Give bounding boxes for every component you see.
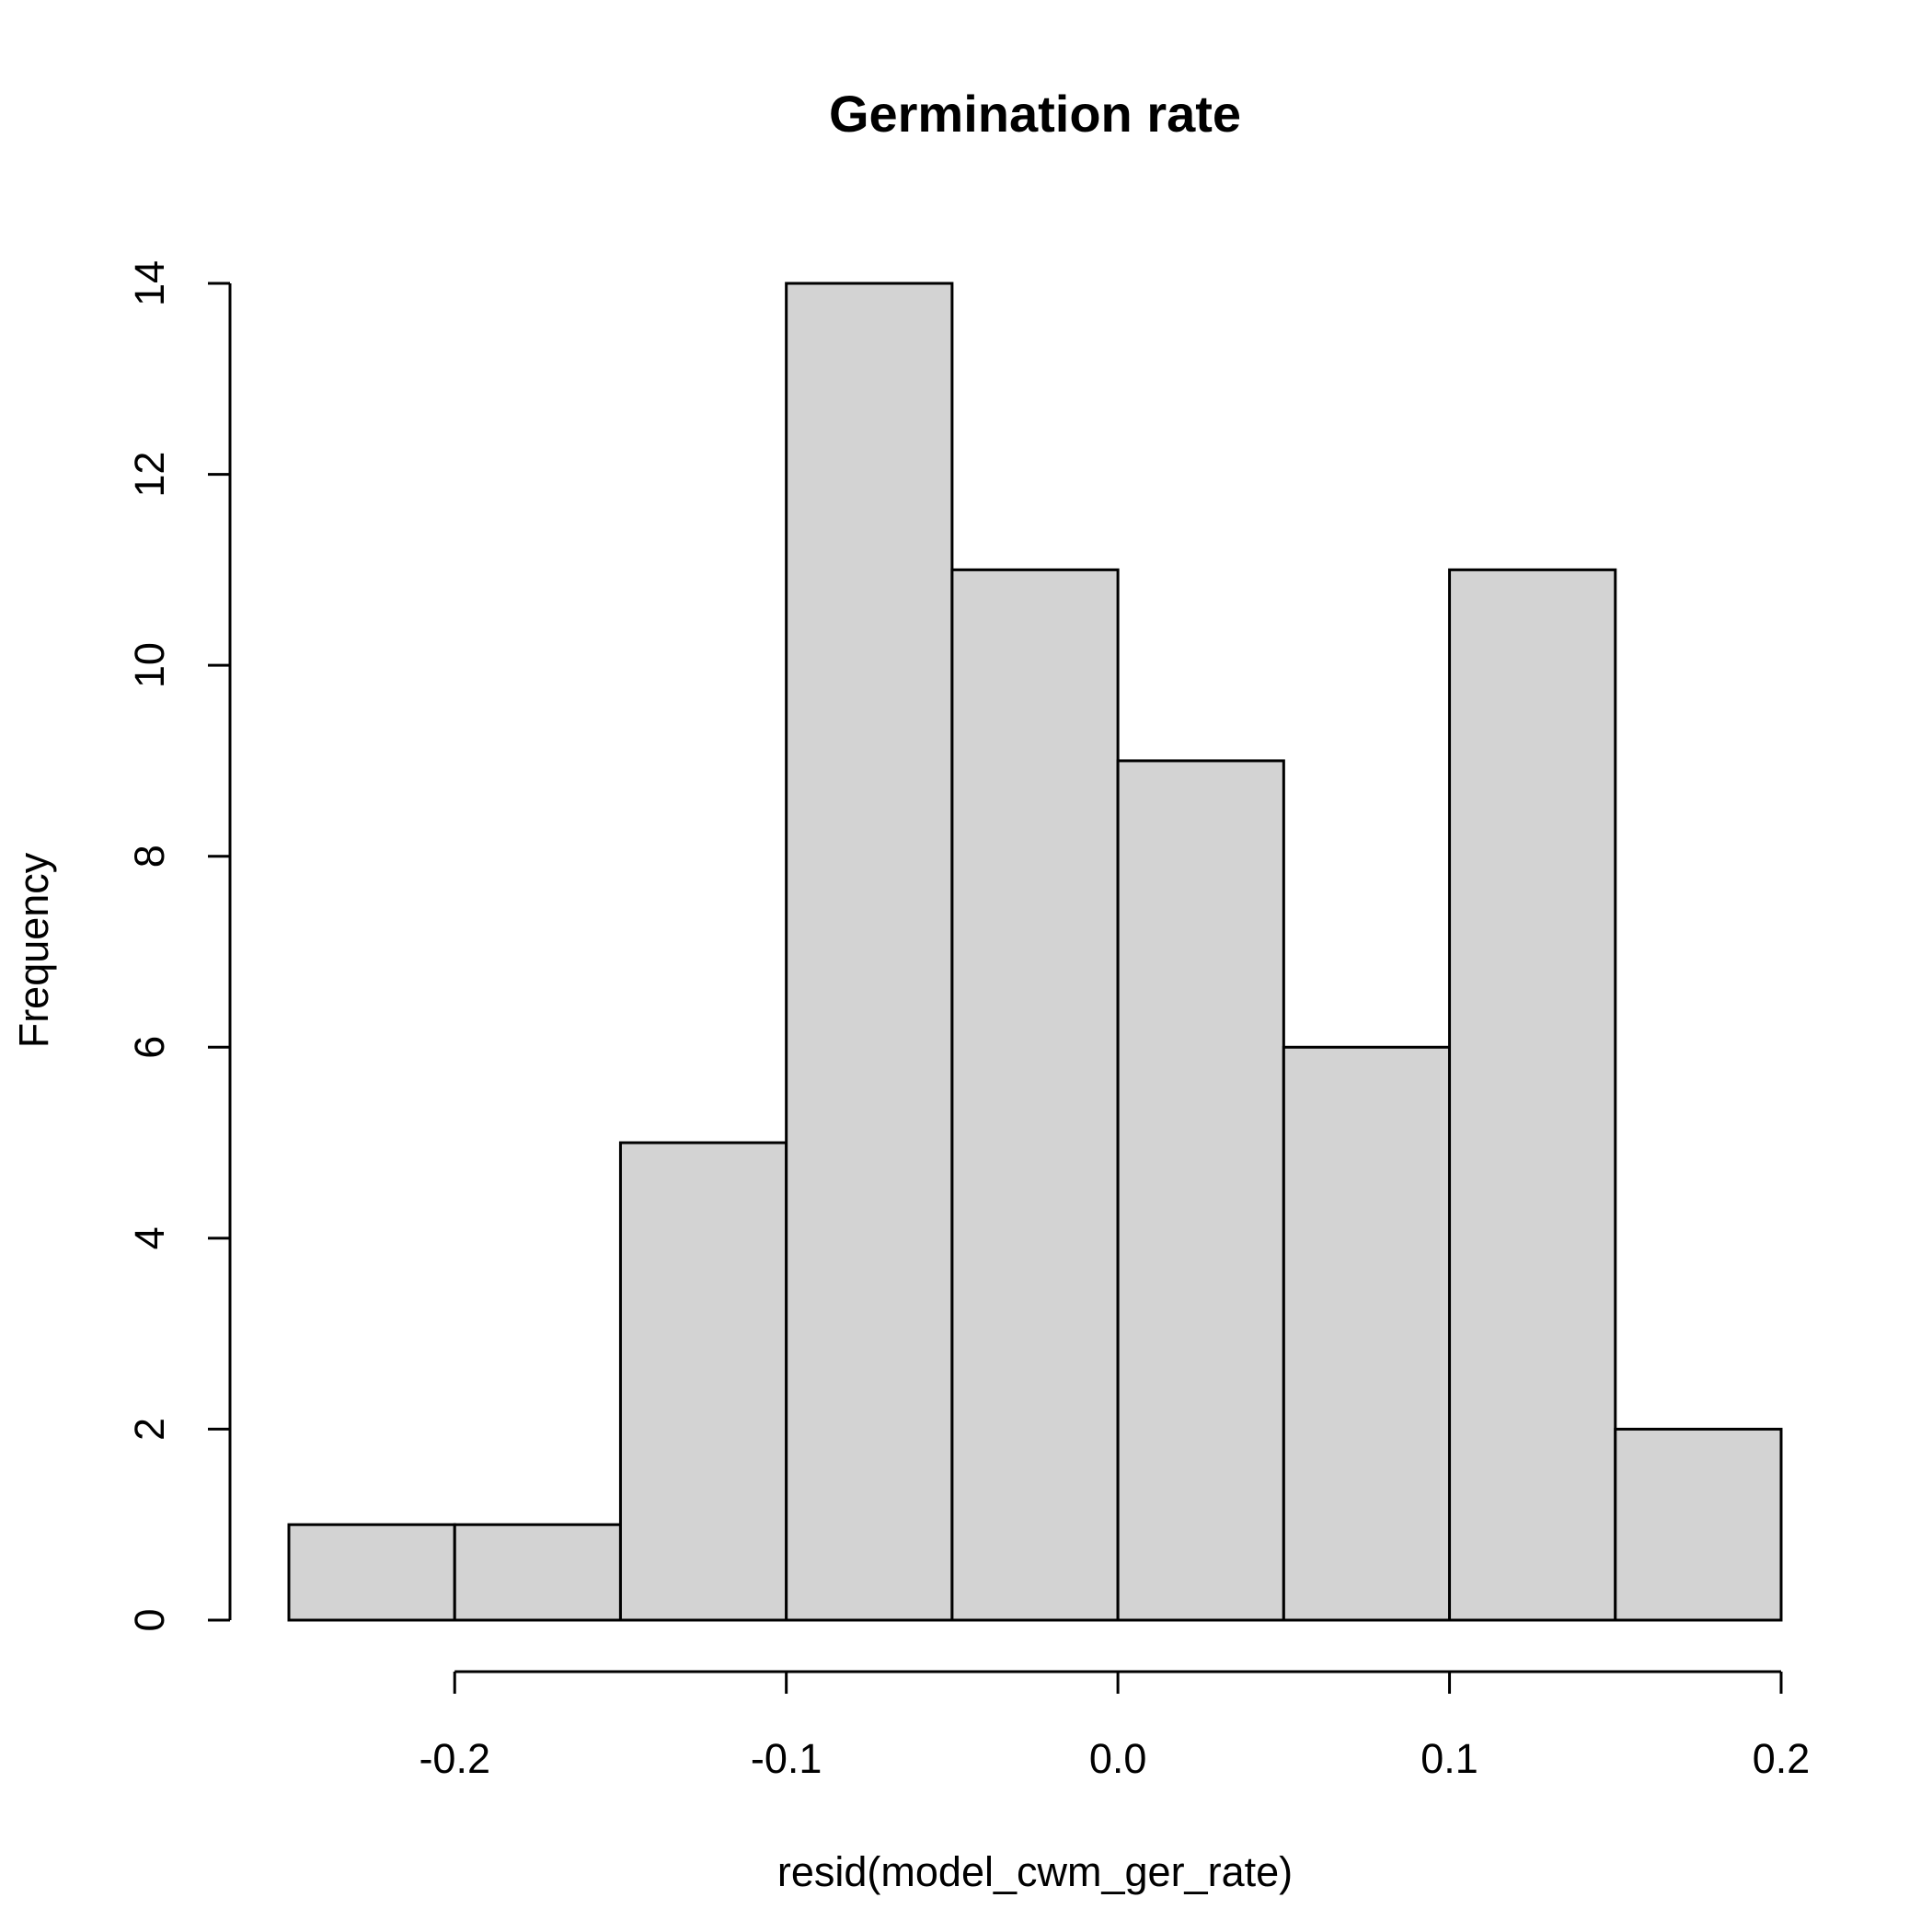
x-tick-label: 0.0: [1089, 1735, 1147, 1782]
histogram-bar: [1614, 1427, 1783, 1622]
x-axis-label: resid(model_cwm_ger_rate): [777, 1848, 1293, 1895]
x-tick-label: 0.2: [1753, 1735, 1811, 1782]
histogram-bar: [1116, 759, 1285, 1622]
histogram-bar: [1282, 1045, 1452, 1622]
y-tick-label: 8: [126, 845, 173, 868]
y-tick-label: 4: [126, 1226, 173, 1249]
x-tick-label: 0.1: [1420, 1735, 1478, 1782]
histogram-bar: [618, 1141, 788, 1622]
x-tick-label: -0.2: [419, 1735, 490, 1782]
y-axis: 0 2 4 6 8 10 12 14: [126, 260, 232, 1632]
x-tick-label: -0.1: [751, 1735, 822, 1782]
histogram-bar: [287, 1523, 456, 1622]
y-tick-label: 0: [126, 1608, 173, 1631]
y-tick-label: 12: [126, 452, 173, 498]
y-tick-label: 2: [126, 1418, 173, 1441]
histogram-bar: [1448, 568, 1617, 1622]
y-axis-label: Frequency: [10, 852, 57, 1048]
x-axis: -0.2 -0.1 0.0 0.1 0.2: [419, 1670, 1811, 1782]
y-tick-label: 10: [126, 642, 173, 688]
chart-title: Germination rate: [829, 85, 1241, 143]
histogram-bar: [785, 282, 954, 1622]
y-tick-label: 6: [126, 1036, 173, 1059]
bars-group: [287, 282, 1783, 1622]
y-tick-label: 14: [126, 260, 173, 306]
histogram-bar: [950, 568, 1120, 1622]
histogram-bar: [453, 1523, 622, 1622]
